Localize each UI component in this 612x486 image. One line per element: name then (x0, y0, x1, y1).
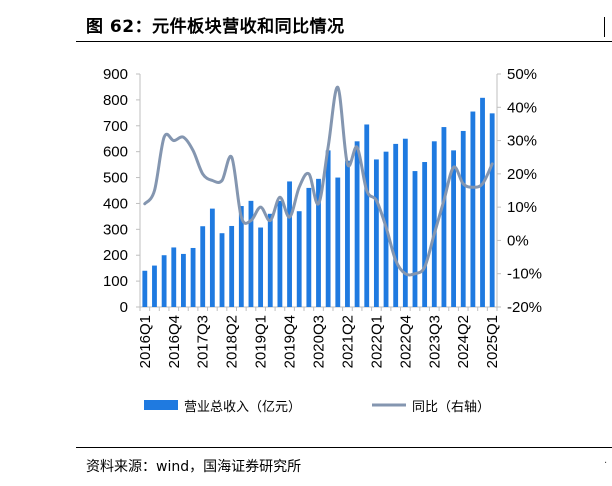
x-tick-label: 2018Q2 (224, 315, 241, 368)
bar (441, 127, 447, 307)
bar (152, 265, 157, 307)
bar (142, 270, 148, 307)
bar (431, 141, 437, 307)
bar (171, 247, 177, 307)
y-tick-label-left: 600 (103, 144, 128, 161)
bar (422, 162, 428, 307)
bar (364, 124, 370, 307)
bar (480, 97, 485, 307)
bar (287, 181, 292, 307)
bar (335, 177, 341, 307)
bar (460, 130, 466, 307)
bar (219, 233, 225, 307)
bar (402, 138, 408, 307)
figure-title: 图 62：元件板块营收和同比情况 (86, 17, 345, 37)
bar (209, 208, 215, 307)
edge-mark (604, 17, 608, 37)
y-tick-label-right: 0% (507, 232, 529, 249)
y-tick-label-right: 50% (507, 66, 537, 83)
bar (181, 253, 186, 307)
x-tick-label: 2020Q3 (311, 315, 328, 368)
x-tick-label: 2025Q1 (484, 315, 501, 368)
bar (161, 255, 167, 307)
y-tick-label-right: 30% (507, 133, 537, 150)
x-tick-label: 2019Q1 (253, 315, 270, 368)
bar (267, 213, 273, 307)
bar (489, 113, 495, 308)
x-tick-label: 2016Q1 (137, 315, 154, 368)
bar (470, 111, 476, 308)
y-tick-label-left: 200 (103, 247, 128, 264)
legend-label-bar: 营业总收入（亿元） (184, 400, 301, 415)
bar (306, 187, 312, 307)
bar (296, 211, 302, 307)
x-tick-label: 2017Q3 (195, 315, 212, 368)
x-tick-label: 2016Q4 (166, 315, 183, 368)
source-note: 资料来源：wind，国海证券研究所 (86, 459, 302, 475)
footer-divider (76, 447, 612, 448)
x-tick-label: 2022Q1 (368, 315, 385, 368)
y-tick-label-left: 700 (103, 118, 128, 135)
edge-fragment: · (604, 458, 608, 469)
y-tick-label-right: 20% (507, 166, 537, 183)
x-tick-label: 2021Q2 (339, 315, 356, 368)
bar (393, 143, 399, 307)
bar (238, 206, 244, 307)
y-tick-label-left: 900 (103, 66, 128, 83)
y-tick-label-left: 800 (103, 92, 128, 109)
bar (345, 160, 350, 307)
bar (277, 200, 283, 307)
x-tick-label: 2022Q4 (397, 315, 414, 368)
y-tick-label-left: 500 (103, 170, 128, 187)
y-tick-label-left: 400 (103, 195, 128, 212)
x-tick-label: 2024Q2 (455, 315, 472, 368)
bar (316, 178, 321, 307)
bar (451, 150, 456, 307)
x-tick-label: 2023Q3 (426, 315, 443, 368)
y-tick-label-right: -10% (507, 266, 542, 283)
legend-label-line: 同比（右轴） (412, 400, 490, 415)
bar (412, 171, 418, 307)
bar (325, 150, 331, 307)
bar (354, 141, 360, 307)
y-tick-label-left: 300 (103, 221, 128, 238)
bar (229, 225, 235, 307)
x-tick-label: 2019Q4 (282, 315, 299, 368)
bar (190, 247, 196, 307)
bar (200, 226, 206, 307)
y-tick-label-left: 100 (103, 273, 128, 290)
y-tick-label-right: -20% (507, 299, 542, 316)
y-tick-label-left: 0 (120, 299, 128, 316)
figure-header: 图 62：元件板块营收和同比情况 (76, 9, 612, 42)
legend-swatch-bar (144, 400, 178, 410)
yoy-line (143, 85, 494, 277)
bar (373, 159, 379, 307)
bar (258, 227, 264, 307)
y-tick-label-right: 10% (507, 199, 537, 216)
y-tick-label-right: 40% (507, 99, 537, 116)
bar (248, 200, 254, 307)
